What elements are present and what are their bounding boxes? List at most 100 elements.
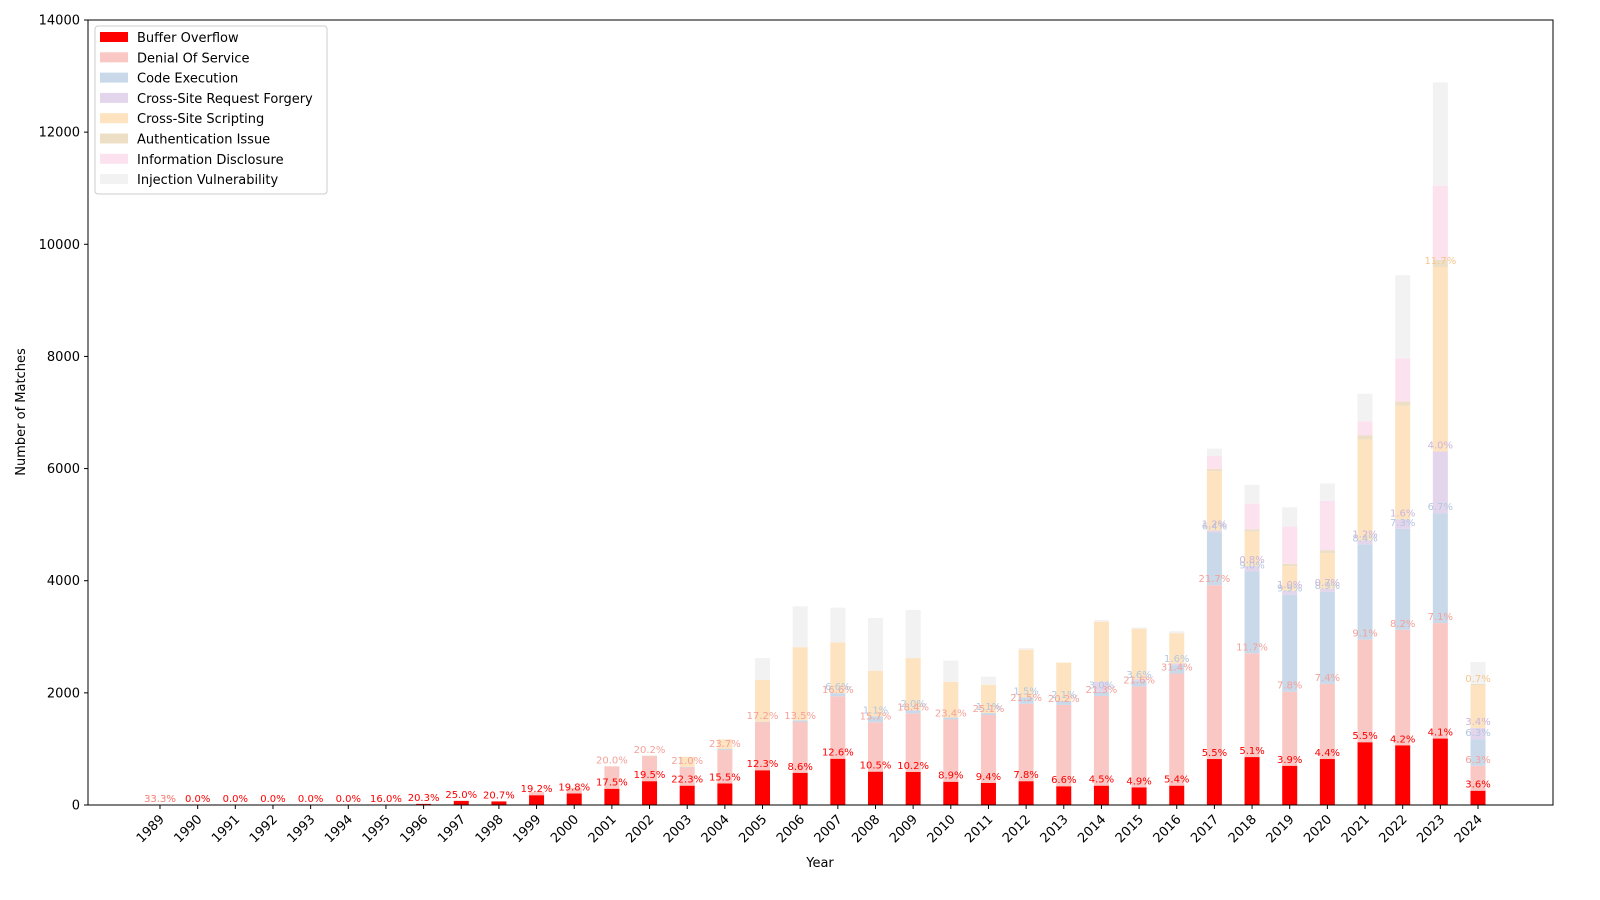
bar-percentage-label: 21.6%: [1123, 675, 1155, 686]
bar-percentage-label: 22.3%: [671, 775, 703, 786]
legend-box: [94, 25, 328, 195]
bar-percentage-label: 2.0%: [900, 699, 925, 710]
bar-segment: [980, 676, 996, 685]
bar-percentage-label: 21.7%: [1199, 574, 1231, 585]
legend-swatch: [100, 52, 128, 63]
bar-percentage-label: 4.1%: [1428, 728, 1453, 739]
bar-segment: [1131, 686, 1147, 788]
bar-percentage-label: 7.3%: [1390, 518, 1415, 529]
bar-percentage-label: 3.6%: [1465, 780, 1490, 791]
bar-segment: [642, 755, 658, 757]
x-tick-label: 2002: [623, 812, 657, 846]
bar-percentage-label: 20.3%: [408, 793, 440, 804]
x-tick-label: 1994: [322, 812, 356, 846]
bar-percentage-label: 0.0%: [336, 794, 361, 805]
x-tick-label: 2018: [1226, 812, 1260, 846]
legend-swatch: [100, 32, 128, 42]
bar-segment: [1169, 785, 1185, 805]
bar-percentage-label: 5.1%: [1239, 746, 1264, 757]
bar-segment: [453, 800, 469, 805]
legend-label: Cross-Site Scripting: [137, 112, 264, 127]
bar-segment: [755, 722, 771, 771]
bar-percentage-label: 18.4%: [897, 702, 929, 713]
x-tick-label: 2019: [1264, 812, 1298, 846]
x-tick-label: 2012: [1000, 812, 1034, 846]
bar-percentage-label: 1.1%: [863, 705, 888, 716]
bar-segment: [1432, 513, 1448, 624]
bar-segment: [1470, 685, 1486, 728]
bar-segment: [1018, 649, 1034, 698]
bar-percentage-label: 17.2%: [747, 711, 779, 722]
bar-segment: [1319, 759, 1335, 805]
bar-segment: [1206, 468, 1222, 472]
bar-segment: [1169, 665, 1185, 674]
bar-segment: [1206, 585, 1222, 760]
bar-segment: [1319, 483, 1335, 501]
bar-segment: [679, 756, 695, 767]
bar-segment: [1206, 471, 1222, 531]
bar-percentage-label: 6.6%: [1051, 775, 1076, 786]
x-tick-label: 1995: [360, 812, 394, 846]
bar-segment: [1432, 82, 1448, 186]
bar-percentage-label: 1.0%: [1277, 580, 1302, 591]
bar-segment: [1395, 745, 1411, 805]
bar-segment: [792, 647, 808, 721]
bar-percentage-label: 0.0%: [260, 794, 285, 805]
bar-segment: [416, 803, 432, 805]
x-tick-label: 2020: [1301, 812, 1335, 846]
bar-segment: [867, 716, 883, 723]
x-tick-label: 2006: [774, 812, 808, 846]
bar-segment: [830, 693, 846, 697]
bar-segment: [980, 713, 996, 716]
bar-segment: [717, 739, 733, 749]
bar-percentage-label: 4.0%: [1428, 440, 1453, 451]
bar-segment: [867, 771, 883, 805]
x-tick-label: 1990: [171, 812, 205, 846]
bar-percentage-label: 10.2%: [897, 761, 929, 772]
bar-segment: [792, 772, 808, 805]
bar-segment: [755, 721, 771, 723]
x-tick-label: 1989: [134, 812, 168, 846]
bar-percentage-label: 9.4%: [976, 772, 1001, 783]
bar-segment: [491, 801, 507, 805]
bar-percentage-label: 11.7%: [1236, 642, 1268, 653]
x-axis-label: Year: [805, 856, 834, 871]
bar-segment: [1432, 185, 1448, 260]
bar-segment: [1319, 591, 1335, 684]
bar-segment: [1056, 704, 1072, 787]
bar-segment: [1093, 691, 1109, 696]
legend: Buffer Overflow Denial Of Service Code Exe…: [94, 25, 328, 195]
legend-swatch: [100, 92, 128, 103]
bar-segment: [717, 783, 733, 805]
bar-segment: [905, 713, 921, 772]
bar-segment: [1357, 639, 1373, 743]
legend-swatch: [100, 153, 128, 164]
bar-percentage-label: 1.6%: [1390, 508, 1415, 519]
x-tick-label: 1991: [209, 812, 243, 846]
x-tick-label: 2001: [586, 812, 620, 846]
bar-segment: [1282, 507, 1298, 527]
legend-swatch: [100, 174, 128, 185]
bar-segment: [1282, 594, 1298, 692]
bar-segment: [1357, 540, 1373, 545]
bar-percentage-label: 8.9%: [1315, 581, 1340, 592]
bar-segment: [943, 681, 959, 718]
bar-segment: [1244, 571, 1260, 654]
bar-segment: [830, 607, 846, 643]
bar-percentage-label: 1.1%: [976, 702, 1001, 713]
bar-segment: [1395, 275, 1411, 359]
bar-segment: [867, 670, 883, 717]
bar-percentage-label: 19.5%: [634, 770, 666, 781]
x-tick-label: 1998: [473, 812, 507, 846]
bar-segment: [1470, 683, 1486, 686]
plot-background: [88, 20, 1553, 805]
bar-segment: [1470, 662, 1486, 684]
bar-segment: [642, 781, 658, 805]
bar-segment: [980, 684, 996, 714]
bar-segment: [905, 710, 921, 714]
bar-percentage-label: 1.6%: [1164, 654, 1189, 665]
bar-segment: [1282, 765, 1298, 805]
bar-percentage-label: 0.7%: [1315, 578, 1340, 589]
bar-segment: [1131, 679, 1147, 681]
